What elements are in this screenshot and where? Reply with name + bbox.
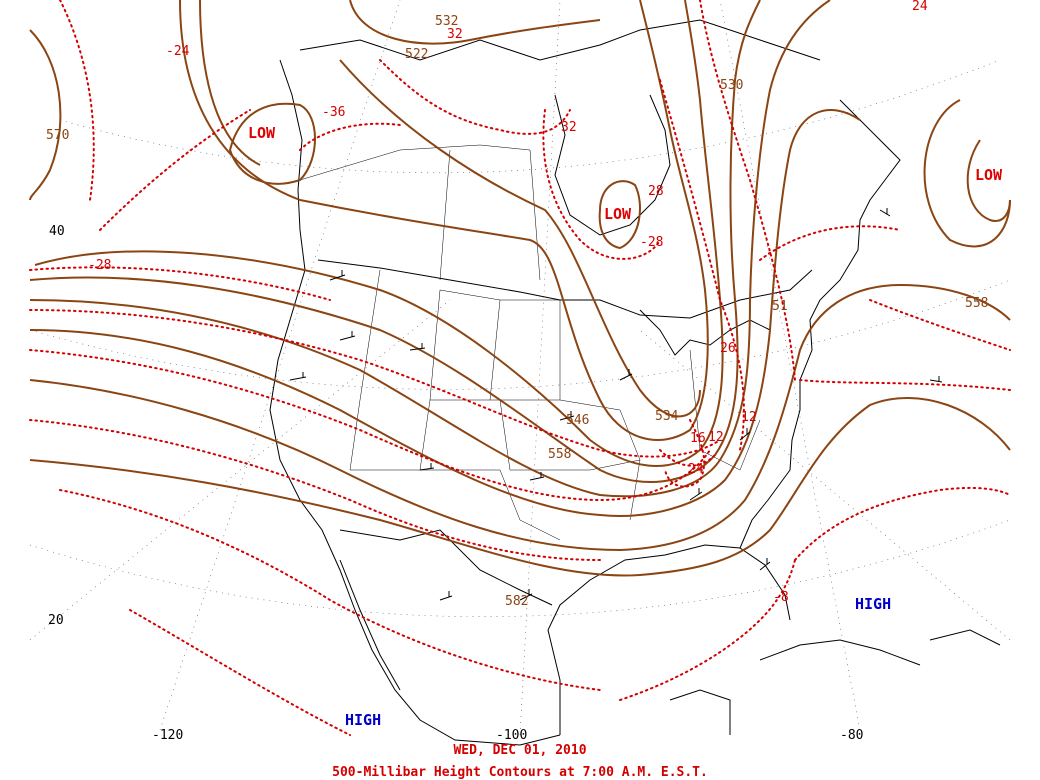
coastline	[269, 19, 1001, 746]
height-label: 558	[548, 447, 572, 462]
great-lakes	[639, 309, 771, 356]
graticule	[29, 0, 1011, 736]
temperature-label: 16	[690, 431, 706, 446]
hispaniola	[929, 629, 1001, 646]
high-center-label: HIGH	[345, 711, 382, 729]
height-label: 522	[405, 47, 429, 62]
temperature-label: -24	[166, 44, 190, 59]
hudson-bay	[554, 94, 671, 236]
temperature-label: -28	[640, 235, 664, 250]
temperature-label: 32	[447, 27, 463, 42]
low-center-label: LOW	[975, 166, 1003, 184]
height-label: 534	[655, 409, 679, 424]
temperature-label: 12	[708, 430, 724, 445]
height-label: 532	[435, 14, 459, 29]
temperature-isotherms	[29, 0, 1011, 736]
low-center-label: LOW	[248, 124, 276, 142]
map-date: WED, DEC 01, 2010	[453, 743, 587, 758]
temperature-label: 24	[688, 462, 704, 477]
temperature-label: -36	[322, 105, 346, 120]
temperature-label: -8	[773, 590, 789, 605]
baja	[339, 559, 401, 691]
arctic-coast	[299, 19, 821, 61]
florida	[739, 499, 769, 549]
longitude-label: -80	[840, 728, 864, 743]
height-label: 570	[46, 128, 70, 143]
yucatan	[669, 689, 731, 735]
temperature-label: 26	[720, 341, 736, 356]
temperature-label: 28	[648, 184, 664, 199]
height-label: 530	[720, 78, 744, 93]
height-label: 51	[772, 299, 788, 314]
height-label: 546	[566, 413, 590, 428]
us-canada-border	[317, 259, 813, 319]
longitude-label: -100	[496, 728, 528, 743]
map-title: 500-Millibar Height Contours at 7:00 A.M…	[332, 765, 708, 780]
height-label: 582	[505, 594, 529, 609]
latitude-label: 20	[48, 613, 64, 628]
latitude-label: 40	[49, 224, 65, 239]
temperature-label: 32	[561, 120, 577, 135]
temperature-label: 24	[912, 0, 928, 14]
cuba	[759, 639, 921, 666]
high-center-label: HIGH	[855, 595, 892, 613]
height-label: 558	[965, 296, 989, 311]
longitude-label: -120	[152, 728, 184, 743]
east-coast	[767, 99, 901, 501]
temperature-label: 12	[741, 410, 757, 425]
gulf-coast	[547, 544, 791, 735]
mexico-border	[339, 529, 553, 606]
low-center-label: LOW	[604, 205, 632, 223]
west-coast	[269, 59, 561, 746]
temperature-label: -28	[88, 258, 112, 273]
wind-barbs	[289, 208, 943, 601]
height-contours	[29, 0, 1011, 577]
